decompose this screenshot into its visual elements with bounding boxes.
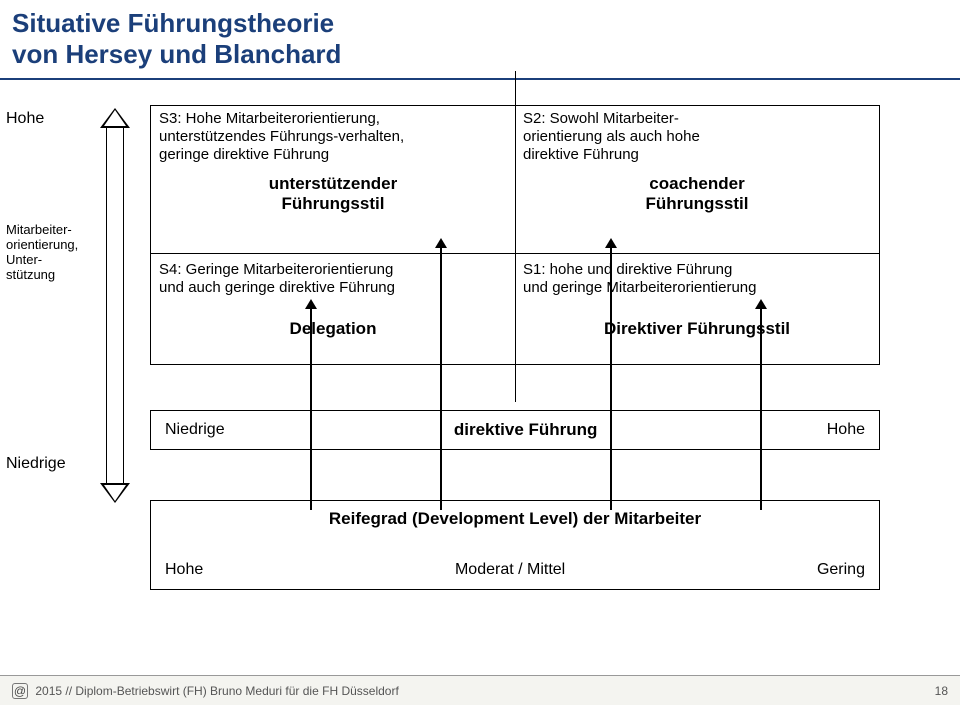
up-arrow-icon: [760, 308, 762, 510]
maturity-bar: Reifegrad (Development Level) der Mitarb…: [150, 500, 880, 590]
footer-page: 18: [935, 684, 948, 698]
maturity-mid: Moderat / Mittel: [455, 561, 565, 579]
up-arrow-icon: [610, 247, 612, 510]
s3-description: S3: Hohe Mitarbeiterorientierung,unterst…: [159, 110, 507, 164]
maturity-title: Reifegrad (Development Level) der Mitarb…: [165, 509, 865, 529]
s1-style: Direktiver Führungsstil: [523, 319, 871, 339]
yaxis-low: Niedrige: [6, 455, 66, 473]
quadrant-s4: S4: Geringe Mitarbeiterorientierungund a…: [151, 253, 515, 364]
xaxis-mid: direktive Führung: [454, 420, 598, 440]
title-line-1: Situative Führungstheorie: [12, 8, 948, 39]
quadrant-s1: S1: hohe und direktive Führungund gering…: [515, 253, 879, 364]
quadrant-s2: S2: Sowohl Mitarbeiter-orientierung als …: [515, 106, 879, 253]
title-bar: Situative Führungstheorie von Hersey und…: [0, 0, 960, 80]
vertical-double-arrow-icon: [100, 108, 130, 503]
xaxis-low: Niedrige: [165, 421, 225, 439]
maturity-low: Gering: [817, 561, 865, 579]
maturity-row: Hohe Moderat / Mittel Gering: [165, 561, 865, 579]
at-icon: @: [12, 683, 28, 699]
s2-style: coachenderFührungsstil: [523, 174, 871, 215]
up-arrow-icon: [310, 308, 312, 510]
s3-style: unterstützenderFührungsstil: [159, 174, 507, 215]
s4-description: S4: Geringe Mitarbeiterorientierungund a…: [159, 261, 507, 297]
title-line-2: von Hersey und Blanchard: [12, 39, 948, 70]
quadrant-s3: S3: Hohe Mitarbeiterorientierung,unterst…: [151, 106, 515, 253]
maturity-high: Hohe: [165, 561, 203, 579]
x-axis-bar: Niedrige direktive Führung Hohe: [150, 410, 880, 450]
diagram-area: Hohe Mitarbeiter-orientierung,Unter-stüt…: [0, 80, 960, 675]
s2-description: S2: Sowohl Mitarbeiter-orientierung als …: [523, 110, 871, 164]
s1-description: S1: hohe und direktive Führungund gering…: [523, 261, 871, 297]
footer: @ 2015 // Diplom-Betriebswirt (FH) Bruno…: [0, 675, 960, 705]
xaxis-high: Hohe: [827, 421, 865, 439]
footer-text: 2015 // Diplom-Betriebswirt (FH) Bruno M…: [35, 684, 398, 698]
s4-style: Delegation: [159, 319, 507, 339]
quadrant-grid: S3: Hohe Mitarbeiterorientierung,unterst…: [150, 105, 880, 365]
footer-left: @ 2015 // Diplom-Betriebswirt (FH) Bruno…: [12, 683, 399, 699]
up-arrow-icon: [440, 247, 442, 510]
